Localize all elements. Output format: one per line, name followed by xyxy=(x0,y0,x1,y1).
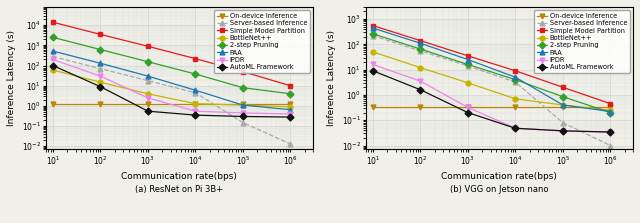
Title: (b) VGG on Jetson nano: (b) VGG on Jetson nano xyxy=(450,185,548,194)
X-axis label: Communication rate(bps): Communication rate(bps) xyxy=(442,172,557,181)
Legend: On-device Inference, Server-based Inference, Simple Model Partition, BottleNet++: On-device Inference, Server-based Infere… xyxy=(534,10,630,73)
Legend: On-device Inference, Server-based Inference, Simple Model Partition, BottleNet++: On-device Inference, Server-based Infere… xyxy=(214,10,310,73)
Title: (a) ResNet on Pi 3B+: (a) ResNet on Pi 3B+ xyxy=(135,185,223,194)
X-axis label: Communication rate(bps): Communication rate(bps) xyxy=(122,172,237,181)
Y-axis label: Inference Latency (s): Inference Latency (s) xyxy=(7,30,16,126)
Y-axis label: Inference Latency (s): Inference Latency (s) xyxy=(327,30,336,126)
